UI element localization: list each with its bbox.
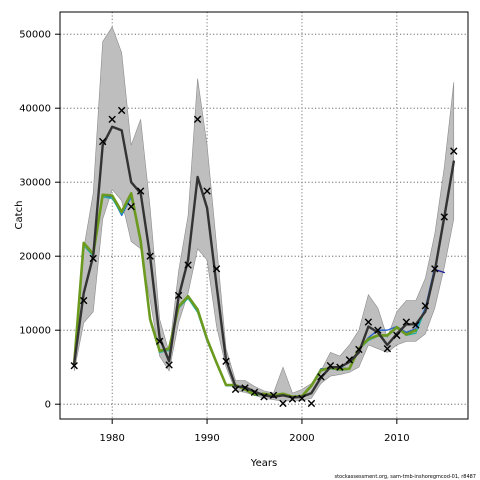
observation-marker-1977 [80,296,88,305]
y-axis-label: Catch [14,201,25,230]
x-axis-ticks: 1980 1990 2000 2010 [99,419,410,444]
y-tick-label-10000: 10000 [19,326,51,337]
observation-marker-2001 [307,399,316,408]
observation-marker-2007 [364,318,373,326]
observation-marker-1981 [117,106,126,115]
observation-marker-2012 [412,321,420,329]
observation-marker-1999 [288,395,297,403]
y-tick-label-0: 0 [45,400,51,411]
observation-marker-1984 [146,252,154,260]
y-tick-label-50000: 50000 [19,30,51,41]
observation-marker-1991 [212,265,221,273]
plot-area-frame [59,11,469,420]
observation-marker-2006 [355,345,363,354]
observation-marker-2000 [298,394,306,402]
x-axis-label: Years [250,458,277,469]
observation-marker-2011 [402,318,411,326]
observation-marker-1990 [203,187,211,195]
y-axis-ticks: 0 10000 20000 30000 40000 50000 [19,30,60,411]
observation-marker-1998 [279,399,287,408]
series-line-0 [73,125,455,399]
observation-marker-1996 [260,393,268,401]
observation-marker-2004 [336,363,344,371]
observation-marker-2015 [440,213,448,221]
observation-marker-1988 [184,261,192,269]
footer-note: stockassessment.org, sam-tmb-inshoregmco… [334,474,476,480]
observation-marker-2008 [374,326,382,334]
confidence-band-area [73,26,455,402]
observation-marker-1980 [108,115,116,123]
observation-marker-2003 [326,362,335,370]
x-tick-label-1990: 1990 [194,433,219,444]
observation-marker-2009 [383,345,392,353]
observation-marker-1979 [99,137,107,146]
observation-marker-1989 [193,115,202,123]
observation-markers [70,106,458,408]
observation-marker-2013 [421,302,429,310]
x-tick-label-2010: 2010 [384,433,409,444]
observation-marker-2016 [450,147,458,155]
observation-marker-1983 [136,187,145,195]
observation-marker-2014 [431,265,439,273]
observation-marker-1995 [250,388,259,397]
observation-marker-1986 [165,361,173,369]
observation-marker-1994 [241,384,249,392]
observation-marker-2005 [345,356,354,364]
y-tick-label-40000: 40000 [19,104,51,115]
observation-marker-2002 [317,373,325,381]
observation-marker-1993 [231,385,240,394]
y-tick-label-20000: 20000 [19,252,51,263]
observation-marker-1985 [155,337,164,345]
observation-marker-2010 [393,331,401,340]
observation-marker-1992 [222,357,230,365]
observation-marker-1997 [269,391,278,400]
x-tick-label-1980: 1980 [99,433,124,444]
x-tick-label-2000: 2000 [289,433,314,444]
observation-marker-1982 [127,202,135,211]
observation-marker-1978 [89,254,97,263]
y-tick-label-30000: 30000 [19,178,51,189]
confidence-band [73,26,455,402]
observation-marker-1987 [174,291,183,300]
observation-marker-1976 [70,362,78,370]
